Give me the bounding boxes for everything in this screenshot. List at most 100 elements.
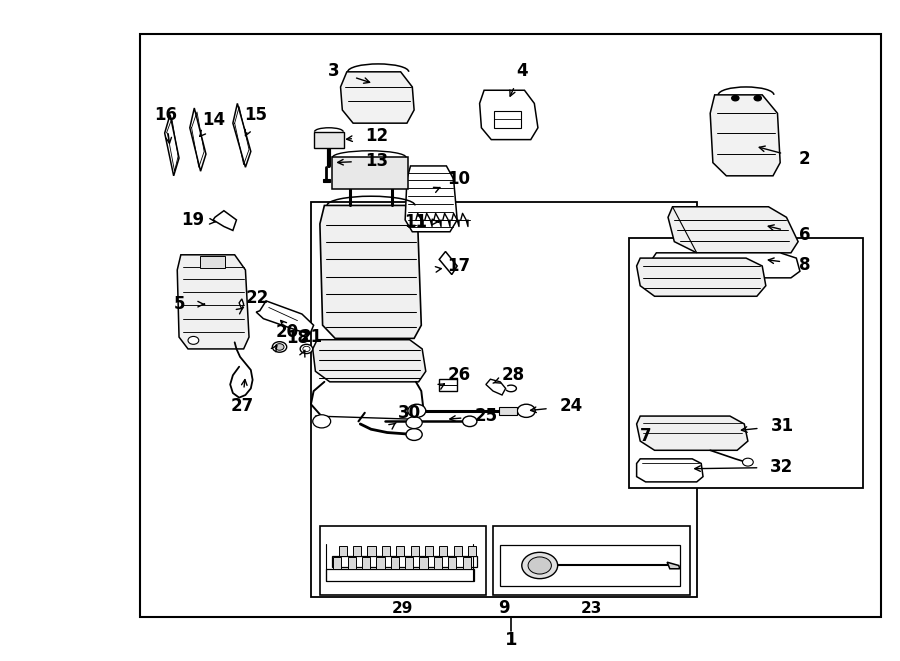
Text: 5: 5 bbox=[174, 295, 184, 313]
Text: 8: 8 bbox=[798, 256, 810, 274]
Polygon shape bbox=[213, 211, 237, 231]
Text: 29: 29 bbox=[392, 601, 413, 616]
Polygon shape bbox=[636, 258, 766, 296]
Text: 19: 19 bbox=[181, 211, 204, 229]
Polygon shape bbox=[636, 416, 748, 450]
Bar bbox=[333, 557, 341, 568]
Bar bbox=[322, 179, 329, 182]
Polygon shape bbox=[652, 253, 800, 278]
Polygon shape bbox=[256, 301, 313, 334]
Text: 16: 16 bbox=[154, 106, 177, 124]
Bar bbox=[468, 546, 476, 556]
Text: 11: 11 bbox=[404, 213, 428, 231]
Bar bbox=[331, 556, 477, 567]
Polygon shape bbox=[405, 166, 457, 232]
Bar bbox=[313, 132, 344, 147]
Text: 9: 9 bbox=[498, 600, 509, 617]
Circle shape bbox=[275, 344, 284, 350]
Circle shape bbox=[463, 416, 477, 426]
Bar bbox=[439, 379, 457, 391]
Bar bbox=[338, 546, 346, 556]
Bar bbox=[362, 557, 370, 568]
Text: 24: 24 bbox=[560, 397, 583, 415]
Text: 17: 17 bbox=[447, 257, 471, 275]
Circle shape bbox=[406, 416, 422, 428]
Circle shape bbox=[528, 557, 552, 574]
Bar bbox=[200, 256, 225, 268]
Polygon shape bbox=[320, 206, 421, 338]
Text: 7: 7 bbox=[640, 427, 652, 445]
Polygon shape bbox=[190, 108, 206, 171]
Bar bbox=[320, 526, 486, 595]
Polygon shape bbox=[177, 254, 249, 349]
Bar bbox=[405, 557, 413, 568]
Bar bbox=[419, 557, 428, 568]
Polygon shape bbox=[233, 103, 251, 167]
Text: 13: 13 bbox=[364, 151, 388, 170]
Bar bbox=[331, 157, 408, 189]
Bar bbox=[367, 546, 375, 556]
Circle shape bbox=[408, 405, 426, 417]
Circle shape bbox=[742, 458, 753, 466]
Bar bbox=[463, 557, 471, 568]
Text: 28: 28 bbox=[501, 366, 525, 384]
Text: 31: 31 bbox=[770, 417, 794, 435]
Text: 18: 18 bbox=[286, 329, 309, 348]
Polygon shape bbox=[668, 207, 798, 253]
Polygon shape bbox=[486, 379, 506, 395]
Bar bbox=[347, 557, 356, 568]
Bar bbox=[396, 546, 404, 556]
Polygon shape bbox=[480, 91, 538, 139]
Bar bbox=[310, 202, 697, 597]
Polygon shape bbox=[710, 95, 780, 176]
Polygon shape bbox=[340, 72, 414, 123]
Bar bbox=[439, 546, 447, 556]
Bar bbox=[425, 546, 433, 556]
Bar bbox=[434, 557, 442, 568]
Text: 2: 2 bbox=[798, 150, 810, 169]
Text: 14: 14 bbox=[202, 111, 226, 129]
Text: 10: 10 bbox=[447, 170, 471, 188]
Circle shape bbox=[303, 346, 310, 352]
Text: 32: 32 bbox=[770, 459, 794, 477]
Circle shape bbox=[518, 405, 536, 417]
Text: 3: 3 bbox=[328, 61, 339, 79]
Text: 1: 1 bbox=[505, 631, 518, 649]
Bar bbox=[410, 546, 419, 556]
Text: 15: 15 bbox=[244, 106, 266, 124]
Circle shape bbox=[301, 344, 312, 354]
Text: 4: 4 bbox=[516, 61, 527, 79]
Text: 30: 30 bbox=[398, 404, 421, 422]
Bar bbox=[494, 111, 521, 128]
Text: 12: 12 bbox=[364, 128, 388, 145]
Circle shape bbox=[522, 553, 558, 578]
Text: 20: 20 bbox=[275, 323, 298, 341]
Polygon shape bbox=[636, 459, 703, 482]
Bar bbox=[448, 557, 456, 568]
Circle shape bbox=[754, 96, 761, 100]
Bar bbox=[353, 546, 361, 556]
Bar bbox=[140, 34, 881, 617]
Text: 21: 21 bbox=[300, 328, 322, 346]
Polygon shape bbox=[312, 340, 426, 382]
Bar bbox=[326, 568, 474, 580]
Circle shape bbox=[273, 342, 287, 352]
Text: 22: 22 bbox=[246, 289, 269, 307]
Bar bbox=[454, 546, 462, 556]
Polygon shape bbox=[667, 563, 680, 568]
Polygon shape bbox=[239, 299, 244, 309]
Text: 6: 6 bbox=[798, 226, 810, 244]
Bar bbox=[382, 546, 390, 556]
Circle shape bbox=[312, 414, 330, 428]
Bar bbox=[629, 239, 863, 488]
Bar bbox=[376, 557, 384, 568]
Bar bbox=[500, 545, 680, 586]
Circle shape bbox=[732, 96, 739, 100]
Text: 23: 23 bbox=[581, 601, 602, 616]
Polygon shape bbox=[165, 114, 179, 176]
Text: 26: 26 bbox=[447, 366, 471, 384]
Circle shape bbox=[406, 428, 422, 440]
Bar bbox=[493, 526, 690, 595]
Text: 25: 25 bbox=[474, 407, 498, 425]
Polygon shape bbox=[439, 252, 457, 274]
